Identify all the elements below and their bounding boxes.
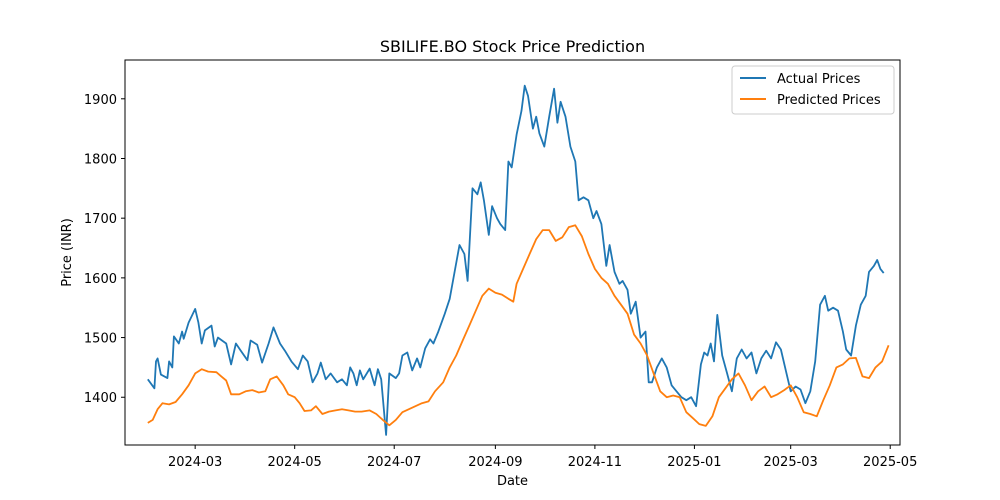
x-axis: 2024-03 2024-05 2024-07 2024-09 2024-11 2025-… <box>168 445 917 470</box>
x-tick-label: 2024-03 <box>168 455 222 470</box>
legend: Actual Prices Predicted Prices <box>731 65 895 115</box>
plot-frame <box>124 59 901 446</box>
x-axis-label: Date <box>497 474 528 489</box>
chart-title: SBILIFE.BO Stock Price Prediction <box>380 37 645 56</box>
x-tick-label: 2024-11 <box>568 455 622 470</box>
x-tick-label: 2025-03 <box>764 455 818 470</box>
y-tick-label: 1900 <box>84 93 117 108</box>
x-tick-label: 2024-09 <box>468 455 522 470</box>
x-tick-label: 2024-07 <box>367 455 421 470</box>
x-tick-label: 2025-05 <box>863 455 917 470</box>
y-tick-label: 1500 <box>84 332 117 347</box>
y-tick-label: 1600 <box>84 272 117 287</box>
series-line-actual <box>147 84 885 436</box>
y-tick-label: 1800 <box>84 152 117 167</box>
y-axis-label: Price (INR) <box>60 218 75 287</box>
legend-label-actual: Actual Prices <box>777 72 861 87</box>
series-line-predicted <box>147 224 890 427</box>
legend-label-predicted: Predicted Prices <box>777 93 881 108</box>
y-tick-label: 1400 <box>84 391 117 406</box>
x-tick-label: 2025-01 <box>667 455 721 470</box>
y-axis: 1400 1500 1600 1700 1800 1900 <box>84 93 125 406</box>
y-tick-label: 1700 <box>84 212 117 227</box>
legend-box <box>731 65 895 115</box>
x-tick-label: 2024-05 <box>268 455 322 470</box>
series-layer <box>147 84 890 436</box>
